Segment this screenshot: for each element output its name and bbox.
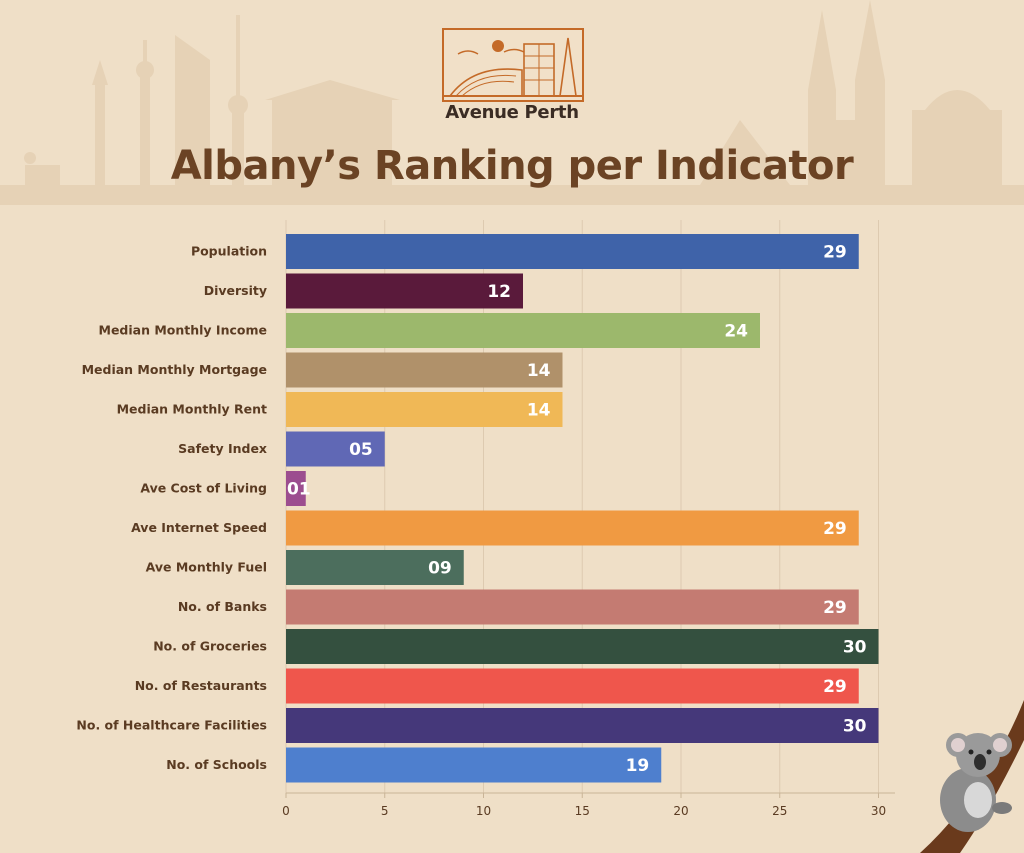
bar-row: Median Monthly Mortgage 14 [82,352,563,388]
x-tick-label: 20 [673,804,688,818]
chart-title: Albany’s Ranking per Indicator [170,143,854,189]
category-label: Median Monthly Income [99,323,267,338]
brand-name: Avenue Perth [445,102,579,123]
bar [286,629,879,664]
category-label: Population [191,244,267,259]
value-label: 29 [823,677,847,697]
bar [286,392,563,427]
bar-row: Population 29 [191,234,859,269]
bar-row: Ave Monthly Fuel 09 [146,550,464,585]
value-label: 12 [487,282,511,302]
category-label: Median Monthly Rent [117,402,267,417]
value-label: 05 [349,440,373,460]
bar [286,510,859,546]
x-tick-label: 0 [282,804,290,818]
bar [286,668,859,704]
category-label: Diversity [204,283,267,298]
bar-row: No. of Restaurants 29 [135,668,859,704]
bar-row: No. of Healthcare Facilities 30 [76,708,879,743]
bar [286,471,306,506]
category-label: No. of Banks [178,599,267,614]
x-tick-label: 5 [381,804,389,818]
x-tick-label: 30 [871,804,886,818]
value-label: 01 [287,480,311,500]
bar [286,589,859,625]
value-label: 30 [843,638,867,658]
value-label: 09 [428,559,452,579]
bar-row: No. of Groceries 30 [153,629,879,664]
bar-row: Safety Index 05 [178,431,385,467]
bar [286,708,879,743]
bar [286,234,859,269]
category-label: Median Monthly Mortgage [82,362,267,377]
bar-row: Median Monthly Rent 14 [117,392,563,427]
bar-row: Diversity 12 [204,273,523,309]
x-tick-label: 15 [575,804,590,818]
bar [286,352,563,388]
avenue-perth-logo[interactable]: Avenue Perth [440,26,584,126]
value-label: 29 [823,519,847,539]
category-label: No. of Healthcare Facilities [76,718,267,733]
value-label: 29 [823,598,847,618]
bar [286,313,760,348]
bar [286,273,523,309]
category-label: Ave Monthly Fuel [146,560,267,575]
value-label: 14 [527,401,551,421]
x-tick-label: 10 [476,804,491,818]
bar [286,747,662,783]
value-label: 29 [823,243,847,263]
value-label: 30 [843,717,867,737]
bar-row: Ave Internet Speed 29 [131,510,859,546]
x-tick-label: 25 [772,804,787,818]
category-label: No. of Schools [166,757,267,772]
bar-row: Ave Cost of Living 01 [140,471,311,506]
logo-illustration [442,28,584,102]
value-label: 24 [724,322,748,342]
bar-row: No. of Schools 19 [166,747,662,783]
bar-row: Median Monthly Income 24 [99,313,760,348]
category-label: No. of Groceries [153,639,267,654]
value-label: 19 [626,756,650,776]
bar-row: No. of Banks 29 [178,589,859,625]
value-label: 14 [527,361,551,381]
bar [286,431,385,467]
bar [286,550,464,585]
category-label: No. of Restaurants [135,678,267,693]
category-label: Ave Cost of Living [140,481,267,496]
category-label: Safety Index [178,441,267,456]
category-label: Ave Internet Speed [131,520,267,535]
city-illustration-icon [444,37,582,97]
koala-illustration-icon [920,700,1024,853]
background-skyline-illustration [0,0,1024,205]
